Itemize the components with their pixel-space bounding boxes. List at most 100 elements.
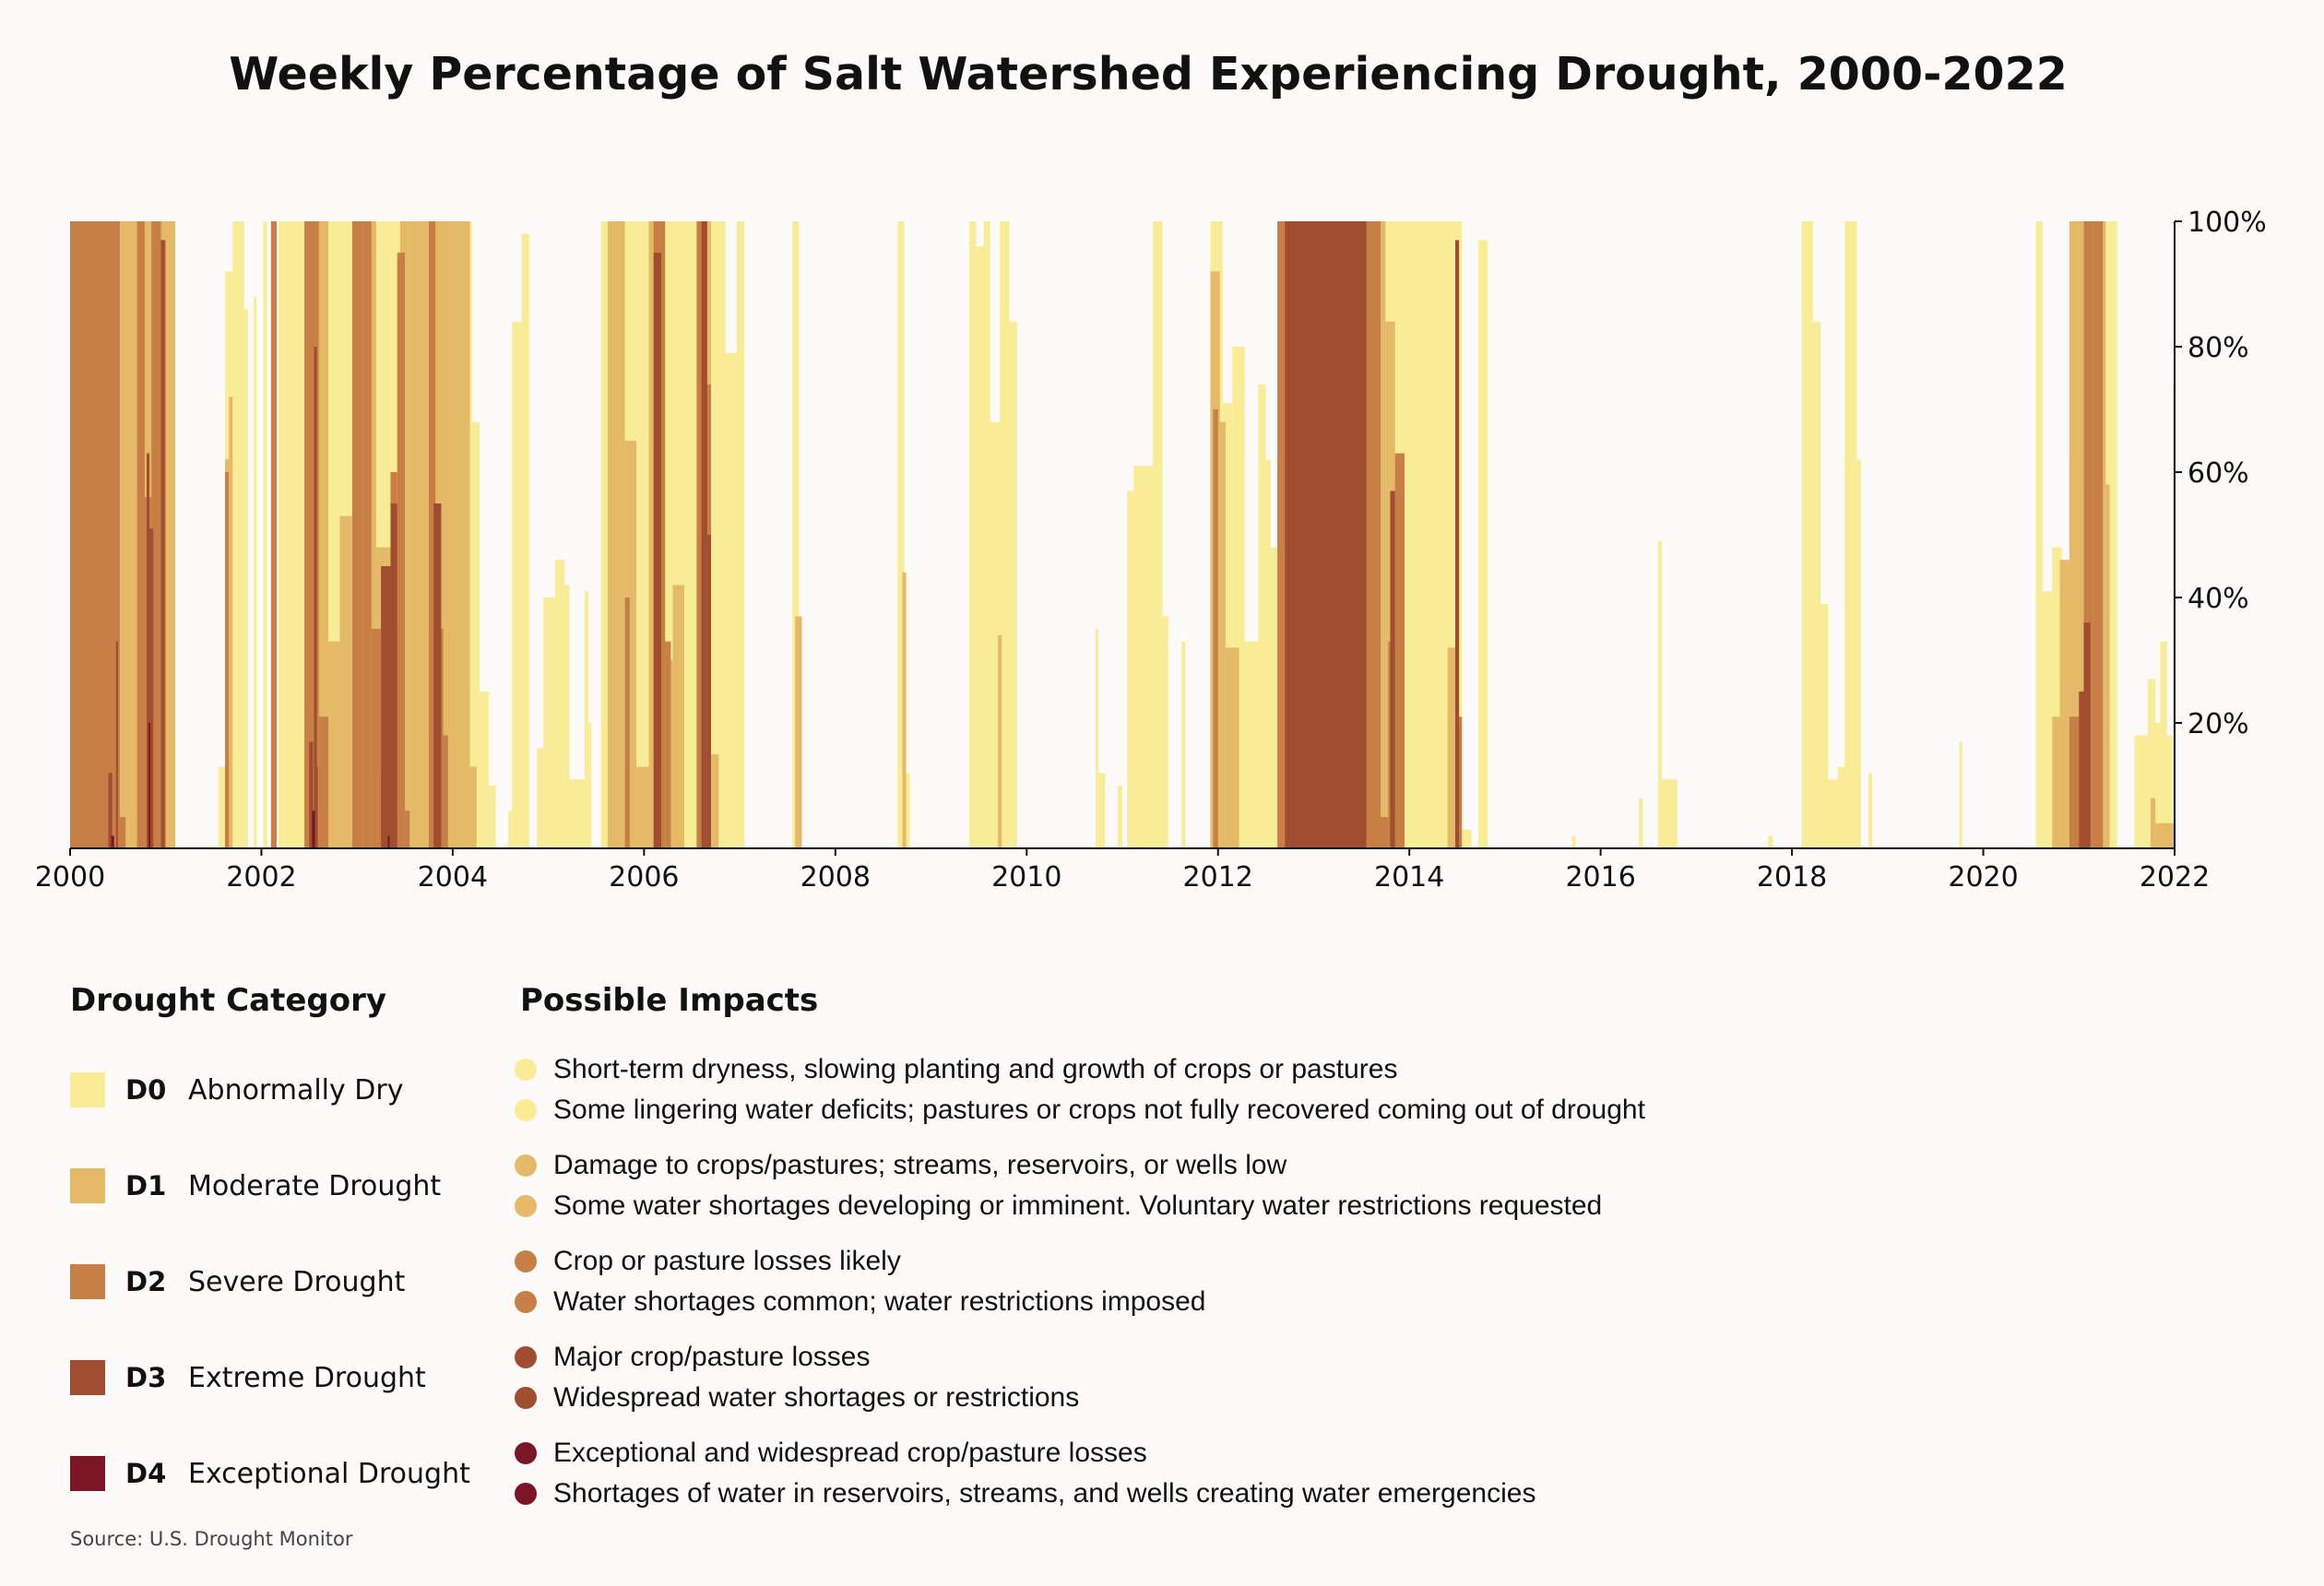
bar-d1-16 <box>636 766 649 848</box>
bar-d0-32 <box>983 221 990 848</box>
impact-text: Major crop/pasture losses <box>553 1342 871 1372</box>
x-tick-label-2002: 2002 <box>226 861 296 894</box>
legend-label: Extreme Drought <box>188 1361 426 1394</box>
bar-d0-78 <box>2160 641 2167 848</box>
legend-code: D2 <box>125 1266 167 1297</box>
legend-code: D0 <box>125 1074 167 1106</box>
bar-d0-57 <box>1662 779 1678 848</box>
bar-d2-15 <box>397 253 406 848</box>
bar-d1-29 <box>1385 321 1395 848</box>
impact-item: Damage to crops/pastures; streams, reser… <box>515 1145 1286 1186</box>
bar-d0-58 <box>1768 835 1773 848</box>
y-tick-label-2: 60% <box>2188 457 2249 490</box>
x-tick-label-2012: 2012 <box>1183 861 1253 894</box>
bar-d0-37 <box>1098 773 1106 848</box>
legend-label: Severe Drought <box>188 1265 406 1298</box>
impact-text: Short-term dryness, slowing planting and… <box>553 1054 1398 1084</box>
bar-d0-5 <box>254 296 257 849</box>
bar-d1-13 <box>469 766 477 848</box>
legend-swatch <box>70 1456 105 1491</box>
bar-d3-15 <box>1390 491 1395 848</box>
bar-d2-9 <box>318 716 329 848</box>
bar-d3-0 <box>108 773 113 848</box>
series-d3 <box>108 221 2091 848</box>
x-tick-label-2018: 2018 <box>1757 861 1827 894</box>
bar-d3-9 <box>390 503 397 848</box>
bar-d0-4 <box>243 309 248 848</box>
source-note: Source: U.S. Drought Monitor <box>70 1528 353 1550</box>
impact-dot <box>515 1099 537 1121</box>
bar-d0-45 <box>1222 403 1233 848</box>
bar-d0-1 <box>218 766 226 848</box>
bar-d2-29 <box>1394 453 1405 848</box>
bar-d0-67 <box>1959 741 1962 848</box>
bar-d1-27 <box>1226 647 1239 848</box>
legend-item-d1: D1 Moderate Drought <box>70 1167 441 1204</box>
series-d4 <box>111 723 390 848</box>
impact-text: Some water shortages developing or immin… <box>553 1190 1603 1221</box>
bar-d2-12 <box>371 629 382 848</box>
bar-d0-56 <box>1657 540 1663 848</box>
bar-d3-10 <box>433 503 442 848</box>
bar-d2-31 <box>2069 716 2080 848</box>
bar-d0-76 <box>2147 679 2156 848</box>
impact-item: Water shortages common; water restrictio… <box>515 1282 1205 1322</box>
impact-dot <box>515 1154 537 1177</box>
bar-d0-17 <box>537 748 544 848</box>
bar-d0-29 <box>904 773 910 848</box>
legend-item-d0: D0 Abnormally Dry <box>70 1071 404 1108</box>
bar-d3-3 <box>149 528 154 848</box>
impact-text: Widespread water shortages or restrictio… <box>553 1382 1080 1413</box>
bar-d0-43 <box>1181 641 1186 848</box>
impact-text: Crop or pasture losses likely <box>553 1246 901 1276</box>
bar-d0-63 <box>1837 766 1845 848</box>
bar-d1-37 <box>2151 798 2156 848</box>
bar-d2-20 <box>624 598 630 848</box>
bar-d1-32 <box>2052 716 2060 848</box>
bar-d3-8 <box>381 566 391 848</box>
legend-label: Moderate Drought <box>188 1169 442 1202</box>
bar-d0-53 <box>1477 240 1488 848</box>
bar-d0-33 <box>990 421 1001 848</box>
x-tick-label-2000: 2000 <box>35 861 105 894</box>
bar-d0-50 <box>1270 547 1281 848</box>
bar-d1-6 <box>339 515 352 848</box>
impact-dot <box>515 1195 537 1217</box>
bar-d1-38 <box>2155 823 2161 848</box>
legend-item-d3: D3 Extreme Drought <box>70 1359 426 1396</box>
bar-d2-27 <box>1381 817 1389 848</box>
bar-d1-39 <box>2160 823 2175 848</box>
x-tick-label-2006: 2006 <box>609 861 679 894</box>
impacts-title: Possible Impacts <box>520 982 819 1019</box>
bar-d0-30 <box>969 221 977 848</box>
bar-d2-2 <box>136 221 145 848</box>
impact-text: Water shortages common; water restrictio… <box>553 1286 1206 1317</box>
bar-d0-13 <box>489 786 496 848</box>
bar-d2-19 <box>443 735 448 848</box>
bar-d3-16 <box>1454 240 1460 848</box>
bar-d0-60 <box>1812 321 1821 848</box>
bar-d0-26 <box>736 221 745 848</box>
y-tick-label-4: 100% <box>2188 207 2267 239</box>
legend-item-d2: D2 Severe Drought <box>70 1263 405 1300</box>
impact-dot <box>515 1483 537 1505</box>
bar-d2-10 <box>352 221 362 848</box>
bar-d0-66 <box>1868 773 1873 848</box>
x-tick-label-2022: 2022 <box>2140 861 2210 894</box>
impact-item: Exceptional and widespread crop/pasture … <box>515 1433 1147 1474</box>
impact-text: Damage to crops/pastures; streams, reser… <box>553 1150 1287 1180</box>
bar-d2-7 <box>270 221 278 848</box>
bar-d0-48 <box>1258 384 1266 848</box>
bar-d1-14 <box>607 221 625 848</box>
bar-d2-33 <box>2093 221 2104 848</box>
bar-d0-18 <box>543 598 555 848</box>
bar-d0-41 <box>1153 221 1163 848</box>
bar-d1-22 <box>795 616 802 848</box>
impact-dot <box>515 1442 537 1464</box>
bar-d3-2 <box>146 453 150 848</box>
bar-d2-17 <box>428 221 436 848</box>
x-tick-label-2014: 2014 <box>1374 861 1444 894</box>
bar-d0-68 <box>2035 221 2043 848</box>
bar-d0-79 <box>2166 735 2173 848</box>
